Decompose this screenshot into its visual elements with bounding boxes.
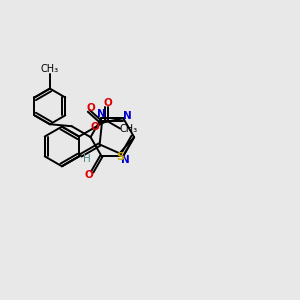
Text: O: O — [86, 103, 95, 113]
Text: CH₃: CH₃ — [41, 64, 59, 74]
Text: O: O — [85, 170, 94, 180]
Text: S: S — [117, 152, 124, 162]
Text: O: O — [90, 122, 99, 132]
Text: N: N — [123, 111, 132, 121]
Text: N: N — [121, 155, 130, 165]
Text: CH₃: CH₃ — [119, 124, 137, 134]
Text: O: O — [103, 98, 112, 108]
Text: H: H — [83, 154, 91, 164]
Text: N: N — [97, 109, 106, 119]
